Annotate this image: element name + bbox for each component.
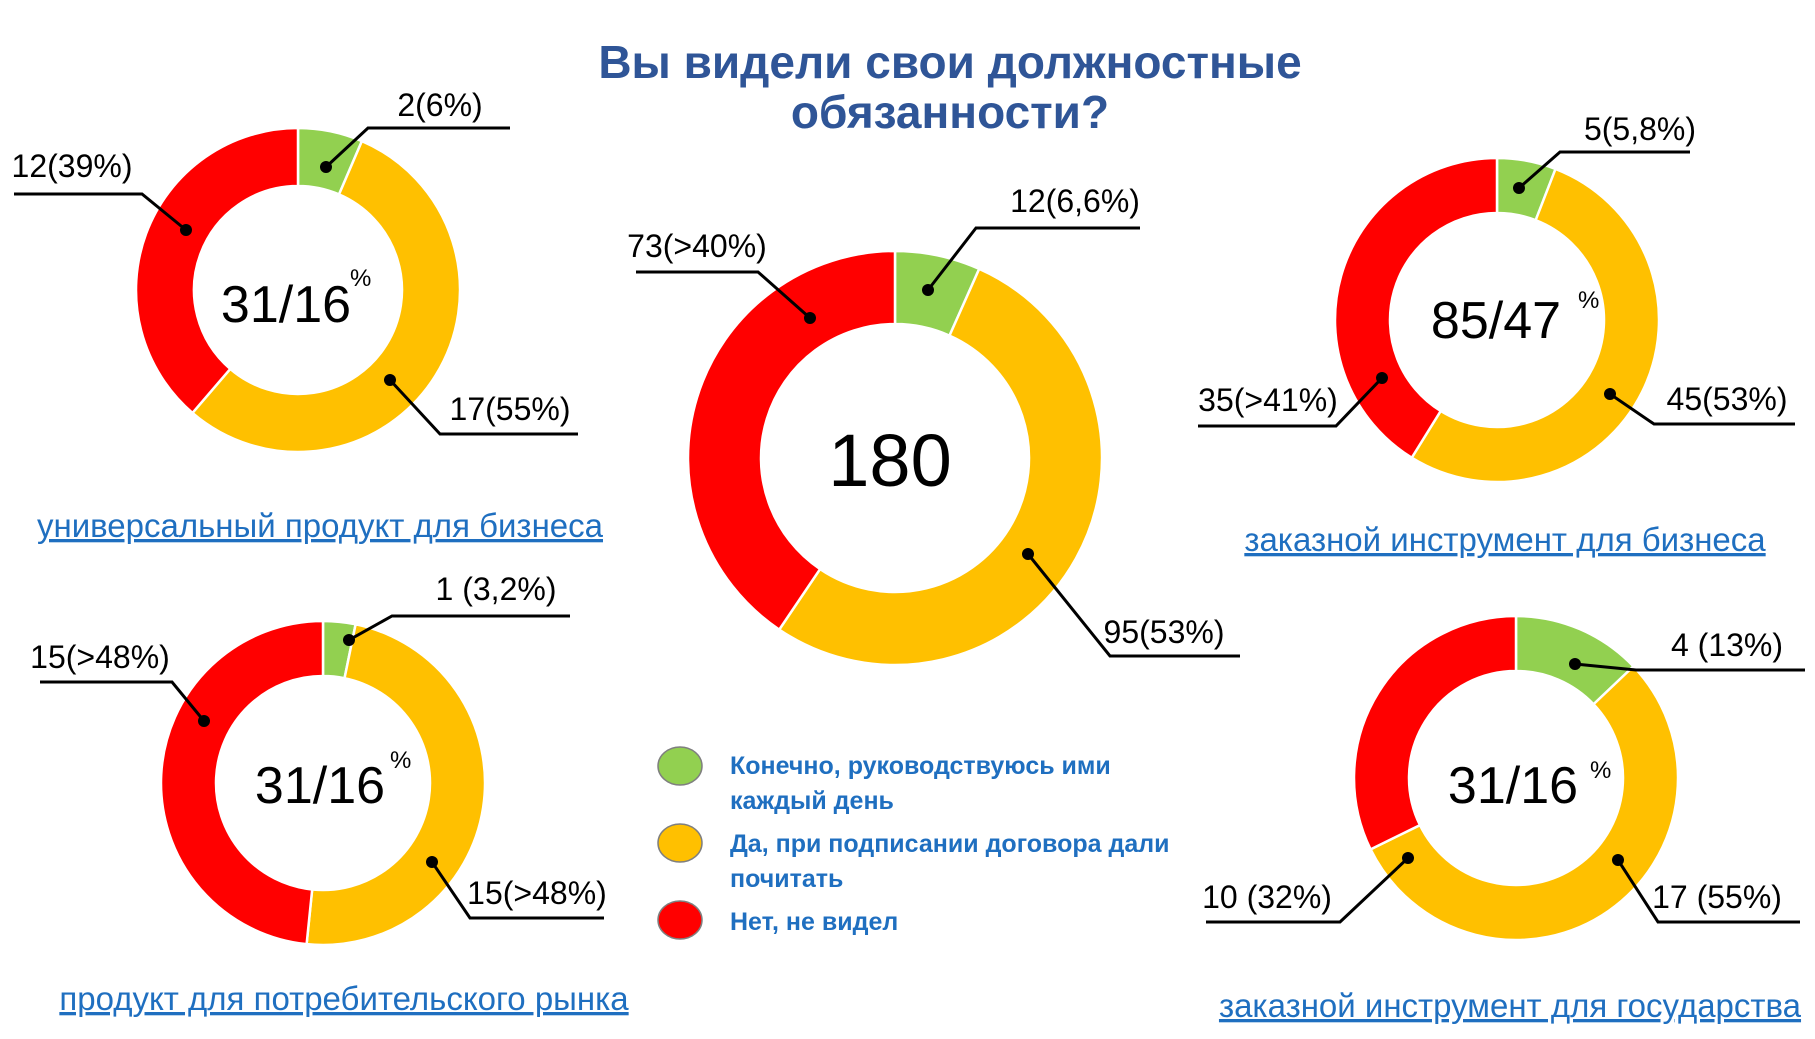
- donut-chart: 12(6,6%) 95(53%) 73(>40%) 180: [627, 183, 1240, 667]
- leader-line: [1609, 392, 1795, 426]
- leader-dot: [180, 224, 192, 236]
- legend-label: почитать: [730, 865, 843, 893]
- legend-label: Конечно, руководствуюсь ими: [730, 752, 1111, 780]
- donut-slice: [159, 619, 325, 946]
- leader-dot: [1513, 182, 1525, 194]
- leader-line: [430, 861, 604, 920]
- leader-dot: [1402, 852, 1414, 864]
- donut-chart: 2(6%) 17(55%) 12(39%) 31/16% универсальный п…: [12, 87, 604, 544]
- donut-chart: 4 (13%) 17 (55%) 10 (32%) 31/16 % заказной ин…: [1202, 614, 1805, 1024]
- legend-swatch: [657, 746, 703, 786]
- leader-dot: [426, 856, 438, 868]
- slice-label: 4 (13%): [1671, 627, 1783, 663]
- legend-swatch: [657, 823, 703, 863]
- donut-slice: [686, 249, 897, 632]
- leader-line: [1574, 662, 1805, 672]
- leader-dot: [804, 312, 816, 324]
- slice-label: 95(53%): [1104, 614, 1225, 650]
- legend-item: Да, при подписании договора дали почитать: [657, 823, 1170, 893]
- leader-line: [14, 192, 187, 232]
- leader-dot: [1604, 388, 1616, 400]
- leader-line: [1206, 856, 1410, 924]
- leader-dot: [1376, 372, 1388, 384]
- donut-center-suffix: %: [390, 747, 411, 774]
- slice-label: 1 (3,2%): [436, 571, 557, 607]
- legend: Конечно, руководствуюсь ими каждый день Да…: [657, 746, 1170, 940]
- slice-label: 12(39%): [12, 148, 133, 184]
- chart-title-line: обязанности?: [791, 86, 1109, 138]
- slice-label: 45(53%): [1667, 381, 1788, 417]
- slice-label: 35(>41%): [1198, 382, 1338, 418]
- leader-dot: [320, 161, 332, 173]
- donut-center-suffix: %: [1578, 287, 1599, 314]
- leader-line: [1198, 376, 1384, 428]
- leader-line: [40, 680, 206, 722]
- slice-label: 5(5,8%): [1584, 111, 1696, 147]
- legend-item: Нет, не видел: [657, 900, 898, 940]
- leader-line: [1616, 859, 1800, 924]
- donut-center-label: 31/16: [255, 757, 385, 815]
- donut-slice: [1409, 167, 1661, 484]
- donut-center-label: 85/47: [1431, 292, 1561, 350]
- leader-line: [636, 270, 811, 320]
- donut-center-suffix: %: [1590, 757, 1611, 784]
- donut-charts: 2(6%) 17(55%) 12(39%) 31/16% универсальный п…: [12, 87, 1805, 1024]
- donut-center-label: 31/16: [221, 276, 351, 334]
- donut-caption: продукт для потребительского рынка: [59, 980, 629, 1017]
- slice-label: 17(55%): [450, 391, 571, 427]
- slice-label: 2(6%): [397, 87, 482, 123]
- slice-label: 12(6,6%): [1010, 183, 1140, 219]
- donut-center-label: 31/16: [1448, 757, 1578, 815]
- leader-dot: [1612, 854, 1624, 866]
- donut-center-label: 180: [828, 419, 951, 502]
- legend-label: каждый день: [730, 787, 894, 815]
- leader-line: [348, 614, 570, 642]
- donut-chart: 5(5,8%) 45(53%) 35(>41%) 85/47 % заказной инс…: [1198, 111, 1795, 558]
- legend-swatch: [657, 900, 703, 940]
- leader-line: [926, 226, 1140, 291]
- chart-title-line: Вы видели свои должностные: [598, 36, 1301, 88]
- legend-label: Нет, не видел: [730, 908, 898, 936]
- leader-dot: [1569, 658, 1581, 670]
- leader-line: [324, 126, 510, 169]
- leader-dot: [384, 374, 396, 386]
- leader-dot: [922, 284, 934, 296]
- slice-label: 17 (55%): [1652, 879, 1782, 915]
- donut-caption: заказной инструмент для бизнеса: [1244, 521, 1766, 558]
- donut-slice: [190, 139, 462, 454]
- leader-dot: [198, 715, 210, 727]
- leader-dot: [343, 634, 355, 646]
- leader-dot: [1022, 548, 1034, 560]
- donut-center-suffix: %: [350, 265, 371, 292]
- donut-caption: универсальный продукт для бизнеса: [37, 507, 604, 544]
- legend-item: Конечно, руководствуюсь ими каждый день: [657, 746, 1111, 815]
- slice-label: 15(>48%): [30, 639, 170, 675]
- leader-line: [388, 378, 578, 436]
- donut-chart: 1 (3,2%) 15(>48%) 15(>48%) 31/16 % продукт дл…: [30, 571, 629, 1017]
- slice-label: 10 (32%): [1202, 879, 1332, 915]
- legend-label: Да, при подписании договора дали: [730, 830, 1170, 858]
- donut-caption: заказной инструмент для государства: [1219, 987, 1802, 1024]
- leader-line: [1026, 553, 1240, 658]
- leader-line: [1518, 150, 1690, 190]
- slice-label: 73(>40%): [627, 228, 767, 264]
- donut-slice: [305, 622, 487, 947]
- donut-slice: [134, 126, 300, 415]
- donut-slice: [1352, 614, 1518, 852]
- donut-slice: [777, 267, 1104, 667]
- slice-label: 15(>48%): [467, 875, 607, 911]
